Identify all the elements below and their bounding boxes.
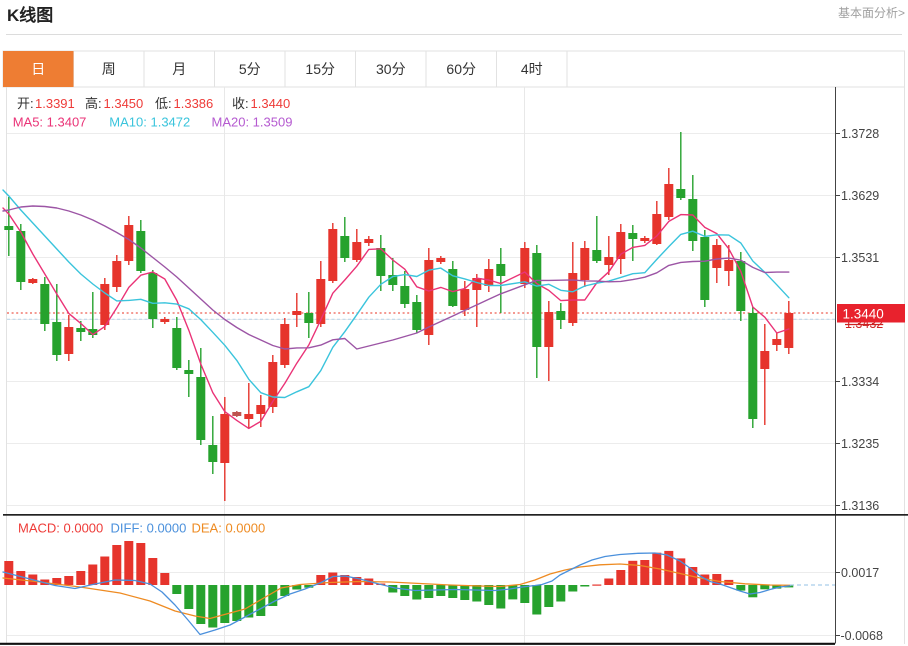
svg-text:1.3440: 1.3440 xyxy=(843,306,884,321)
svg-text:1.3531: 1.3531 xyxy=(841,251,879,265)
svg-text:-0.0068: -0.0068 xyxy=(841,629,883,643)
svg-text:月: 月 xyxy=(172,61,186,77)
svg-text:1.3450: 1.3450 xyxy=(104,96,144,111)
svg-text:5分: 5分 xyxy=(239,61,261,77)
svg-text:MA20: 1.3509: MA20: 1.3509 xyxy=(212,115,293,130)
svg-text:高:: 高: xyxy=(85,96,102,111)
svg-text:开:: 开: xyxy=(17,96,34,111)
svg-text:1.3136: 1.3136 xyxy=(841,499,879,513)
svg-text:周: 周 xyxy=(102,61,116,77)
svg-text:1.3391: 1.3391 xyxy=(35,96,75,111)
svg-text:1.3728: 1.3728 xyxy=(841,127,879,141)
svg-text:基本面分析>: 基本面分析> xyxy=(838,6,905,20)
svg-text:K线图: K线图 xyxy=(7,5,53,25)
svg-text:日: 日 xyxy=(31,61,45,77)
svg-text:收:: 收: xyxy=(232,96,249,111)
svg-text:DIFF: 0.0000: DIFF: 0.0000 xyxy=(111,521,187,536)
svg-text:低:: 低: xyxy=(155,96,172,111)
svg-text:1.3386: 1.3386 xyxy=(174,96,214,111)
svg-text:4时: 4时 xyxy=(521,61,543,77)
svg-text:15分: 15分 xyxy=(305,61,335,77)
svg-text:MACD: 0.0000: MACD: 0.0000 xyxy=(18,521,103,536)
svg-text:60分: 60分 xyxy=(446,61,476,77)
svg-text:MA5: 1.3407: MA5: 1.3407 xyxy=(13,115,87,130)
svg-text:DEA: 0.0000: DEA: 0.0000 xyxy=(192,521,266,536)
svg-text:1.3235: 1.3235 xyxy=(841,437,879,451)
svg-text:0.0017: 0.0017 xyxy=(841,566,879,580)
svg-text:1.3629: 1.3629 xyxy=(841,189,879,203)
svg-text:1.3334: 1.3334 xyxy=(841,375,879,389)
svg-text:1.3440: 1.3440 xyxy=(251,96,291,111)
svg-text:30分: 30分 xyxy=(376,61,406,77)
svg-text:MA10: 1.3472: MA10: 1.3472 xyxy=(109,115,190,130)
